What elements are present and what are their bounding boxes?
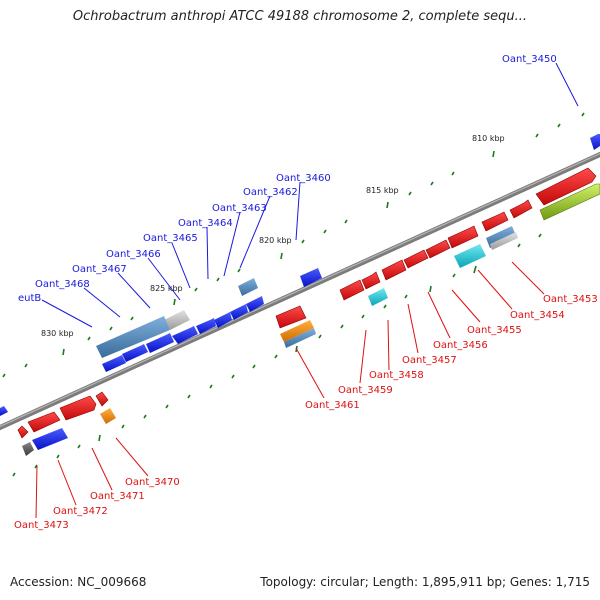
gene-label-oant-3453[interactable]: Oant_3453 xyxy=(543,294,598,305)
gene-arrow-blue[interactable] xyxy=(32,428,68,450)
genes-value: 1,715 xyxy=(555,575,590,589)
footer-accession: Accession: NC_009668 xyxy=(10,575,146,589)
map-title: Ochrobactrum anthropi ATCC 49188 chromos… xyxy=(72,9,528,24)
gene-arrow-dark[interactable] xyxy=(22,442,34,456)
gene-arrow-red[interactable] xyxy=(535,167,597,206)
gene-arrow-cyan[interactable] xyxy=(454,244,486,268)
gene-arrow-blue[interactable] xyxy=(0,406,8,416)
gene-arrow-red[interactable] xyxy=(425,239,451,259)
gene-arrow-blue[interactable] xyxy=(122,344,148,362)
gene-arrow-blue[interactable] xyxy=(172,326,198,344)
gene-arrow-blue[interactable] xyxy=(246,296,264,312)
chromosome-backbone-highlight xyxy=(0,152,600,428)
gene-label-oant-3457[interactable]: Oant_3457 xyxy=(402,355,457,366)
gene-arrow-red[interactable] xyxy=(403,249,429,269)
outer-tick-row xyxy=(2,112,585,378)
length-label: Length: xyxy=(372,575,419,589)
gene-arrow-lime[interactable] xyxy=(539,183,600,221)
genes-label: Genes: xyxy=(509,575,552,589)
gene-arrow-steel[interactable] xyxy=(96,316,170,358)
gene-label-oant-3460[interactable]: Oant_3460 xyxy=(276,173,331,184)
gene-label-oant-3458[interactable]: Oant_3458 xyxy=(369,370,424,381)
gene-arrow-steel[interactable] xyxy=(486,226,518,250)
upper-leader-lines xyxy=(41,62,579,328)
gene-label-oant-3467[interactable]: Oant_3467 xyxy=(72,264,127,275)
gene-label-oant-3470[interactable]: Oant_3470 xyxy=(125,477,180,488)
lower-strand-genes xyxy=(17,391,116,456)
gene-label-oant-3465[interactable]: Oant_3465 xyxy=(143,233,198,244)
accession-label: Accession: xyxy=(10,575,74,589)
gene-arrow-red[interactable] xyxy=(481,211,509,232)
gene-arrow-red[interactable] xyxy=(59,395,97,421)
gene-arrow-red[interactable] xyxy=(361,271,381,290)
gene-label-oant-3464[interactable]: Oant_3464 xyxy=(178,218,233,229)
footer-stats: Topology: circular; Length: 1,895,911 bp… xyxy=(260,575,590,589)
gene-label-oant-3462[interactable]: Oant_3462 xyxy=(243,187,298,198)
gene-label-oant-3466[interactable]: Oant_3466 xyxy=(106,249,161,260)
gene-label-eutb[interactable]: eutB xyxy=(18,293,41,304)
inner-tick-row xyxy=(12,233,542,477)
gene-arrow-blue[interactable] xyxy=(214,312,232,328)
gene-arrow-red[interactable] xyxy=(27,411,61,433)
gene-arrow-orange[interactable] xyxy=(280,320,316,348)
gene-arrow-gray[interactable] xyxy=(164,310,190,330)
gene-arrow-red[interactable] xyxy=(17,425,29,439)
scale-tick-label: 820 kbp xyxy=(259,236,292,245)
topology-label: Topology: xyxy=(260,575,317,589)
gene-label-oant-3461[interactable]: Oant_3461 xyxy=(305,400,360,411)
scale-tick-label: 830 kbp xyxy=(41,329,74,338)
gene-label-oant-3454[interactable]: Oant_3454 xyxy=(510,310,565,321)
gene-arrow-red[interactable] xyxy=(339,279,365,301)
gene-arrow-blue[interactable] xyxy=(230,304,248,320)
gene-arrow-red[interactable] xyxy=(509,199,533,219)
gene-arrow-blue[interactable] xyxy=(196,318,216,334)
gene-arrow-red[interactable] xyxy=(447,225,479,249)
gene-label-oant-3468[interactable]: Oant_3468 xyxy=(35,279,90,290)
gene-label-oant-3463[interactable]: Oant_3463 xyxy=(212,203,267,214)
gene-label-oant-3473[interactable]: Oant_3473 xyxy=(14,520,69,531)
gene-arrow-blue[interactable] xyxy=(590,134,600,150)
gene-arrow-blue[interactable] xyxy=(146,333,174,353)
gene-arrow-steel[interactable] xyxy=(238,278,258,296)
gene-arrow-red[interactable] xyxy=(275,305,307,329)
gene-arrow-red[interactable] xyxy=(95,391,109,407)
scale-tick-label: 815 kbp xyxy=(366,186,399,195)
gene-arrow-red[interactable] xyxy=(381,259,407,281)
lower-leader-lines xyxy=(35,261,545,519)
gene-label-oant-3455[interactable]: Oant_3455 xyxy=(467,325,522,336)
gene-arrow-blue[interactable] xyxy=(300,268,322,287)
length-value: 1,895,911 bp; xyxy=(421,575,507,589)
accession-value: NC_009668 xyxy=(77,575,147,589)
gene-label-oant-3450[interactable]: Oant_3450 xyxy=(502,54,557,65)
gene-arrow-cyan[interactable] xyxy=(368,288,388,306)
gene-label-oant-3472[interactable]: Oant_3472 xyxy=(53,506,108,517)
gene-label-oant-3456[interactable]: Oant_3456 xyxy=(433,340,488,351)
gene-arrow-orange[interactable] xyxy=(100,408,116,424)
gene-arrow-blue[interactable] xyxy=(102,355,126,372)
chromosome-backbone xyxy=(0,151,600,431)
scale-tick-label: 810 kbp xyxy=(472,134,505,143)
topology-value: circular; xyxy=(320,575,369,589)
scale-tick-label: 825 kbp xyxy=(150,284,183,293)
upper-strand-genes xyxy=(0,134,600,416)
gene-label-oant-3459[interactable]: Oant_3459 xyxy=(338,385,393,396)
gene-label-oant-3471[interactable]: Oant_3471 xyxy=(90,491,145,502)
